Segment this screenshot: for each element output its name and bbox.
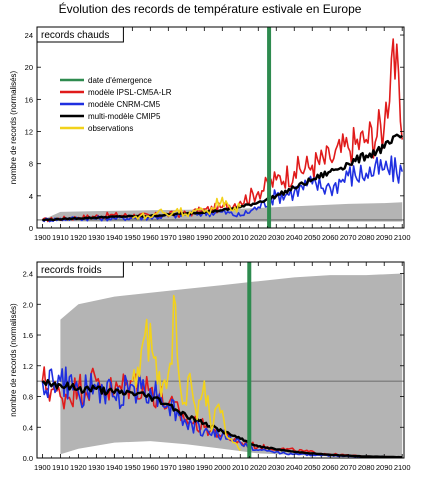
y-tick-label: 2.0 [23, 300, 33, 309]
x-tick-label: 1960 [142, 233, 159, 242]
legend-label: observations [88, 124, 133, 133]
x-tick-label: 1960 [142, 463, 159, 472]
legend-label: date d'émergence [88, 76, 152, 85]
legend: date d'émergence modèle IPSL-CM5A-LR modèl… [60, 76, 172, 133]
y-tick-label: 4 [29, 192, 33, 201]
x-tick-label: 2080 [358, 233, 375, 242]
x-tick-label: 2020 [250, 463, 267, 472]
y-tick-label: 8 [29, 160, 33, 169]
panel-label-box [36, 261, 124, 278]
axes-frame [36, 261, 405, 459]
x-tick-label: 1900 [34, 463, 51, 472]
y-axis-label: nombre de records (normalisés) [9, 303, 18, 417]
panel-label: records froids [41, 265, 102, 276]
x-tick-label: 2030 [268, 233, 285, 242]
panel-label: records chauds [41, 30, 109, 41]
x-tick-label: 1950 [124, 463, 141, 472]
x-tick-label: 2030 [268, 463, 285, 472]
series-line-observations [131, 196, 242, 220]
panel-records-chauds: 1900 1910 1920 1930 1940 1950 1960 1970 1980 1990… [9, 26, 411, 242]
x-tick-label: 1930 [88, 463, 105, 472]
y-tick-label: 0.4 [23, 423, 33, 432]
axes-frame [36, 26, 405, 229]
x-tick-label: 1950 [124, 233, 141, 242]
figure-title: Évolution des records de température est… [59, 1, 362, 16]
x-tick-label: 2070 [340, 233, 357, 242]
plot-area [37, 262, 404, 458]
x-tick-label: 2040 [286, 233, 303, 242]
x-tick-label: 1990 [196, 233, 213, 242]
y-tick-label: 12 [25, 128, 33, 137]
legend-label: multi-modèle CMIP5 [88, 112, 161, 121]
plot-area [37, 27, 404, 228]
x-tick-label: 2020 [250, 233, 267, 242]
x-tick-label: 1980 [178, 463, 195, 472]
legend-label: modèle CNRM-CM5 [88, 100, 161, 109]
series-line-mod-le-cnrm-cm5 [41, 155, 403, 223]
x-tick-label: 2000 [214, 233, 231, 242]
y-tick-label: 1.2 [23, 362, 33, 371]
x-tick-label: 2010 [232, 463, 249, 472]
x-tick-label: 1900 [34, 233, 51, 242]
uncertainty-envelope [60, 273, 403, 457]
x-tick-label: 1910 [52, 233, 69, 242]
x-tick-label: 1920 [70, 463, 87, 472]
x-tick-label: 1940 [106, 233, 123, 242]
series-line-multi-mod-le-cmip5 [41, 378, 403, 458]
y-tick-label: 0.8 [23, 393, 33, 402]
x-tick-label: 2060 [322, 463, 339, 472]
x-tick-label: 2090 [376, 233, 393, 242]
x-tick-label: 2070 [340, 463, 357, 472]
x-tick-label: 1910 [52, 463, 69, 472]
x-tick-label: 1930 [88, 233, 105, 242]
y-tick-label: 1.6 [23, 331, 33, 340]
x-tick-label: 2050 [304, 463, 321, 472]
y-tick-label: 16 [25, 95, 33, 104]
panel-label-box [36, 26, 124, 43]
series-line-observations [131, 294, 241, 451]
y-tick-label: 20 [25, 63, 33, 72]
x-tick-label: 2040 [286, 463, 303, 472]
series-line-multi-mod-le-cmip5 [42, 133, 404, 222]
panel-records-froids: 1900 1910 1920 1930 1940 1950 1960 1970 1980 1990… [9, 261, 411, 472]
x-tick-label: 2060 [322, 233, 339, 242]
x-tick-label: 2100 [394, 463, 411, 472]
y-tick-label: 0.0 [23, 454, 33, 463]
x-tick-label: 1990 [196, 463, 213, 472]
y-tick-label: 0 [29, 224, 33, 233]
x-tick-label: 2100 [394, 233, 411, 242]
x-tick-label: 2090 [376, 463, 393, 472]
y-tick-label: 24 [25, 31, 33, 40]
x-tick-label: 1980 [178, 233, 195, 242]
legend-label: modèle IPSL-CM5A-LR [88, 88, 172, 97]
x-tick-label: 1920 [70, 233, 87, 242]
x-tick-label: 2080 [358, 463, 375, 472]
y-tick-label: 2.4 [23, 270, 33, 279]
y-axis-label: nombre de records (normalisés) [9, 70, 18, 184]
x-tick-label: 2000 [214, 463, 231, 472]
x-tick-label: 2050 [304, 233, 321, 242]
x-tick-label: 1940 [106, 463, 123, 472]
x-tick-label: 1970 [160, 233, 177, 242]
x-tick-label: 1970 [160, 463, 177, 472]
x-tick-label: 2010 [232, 233, 249, 242]
